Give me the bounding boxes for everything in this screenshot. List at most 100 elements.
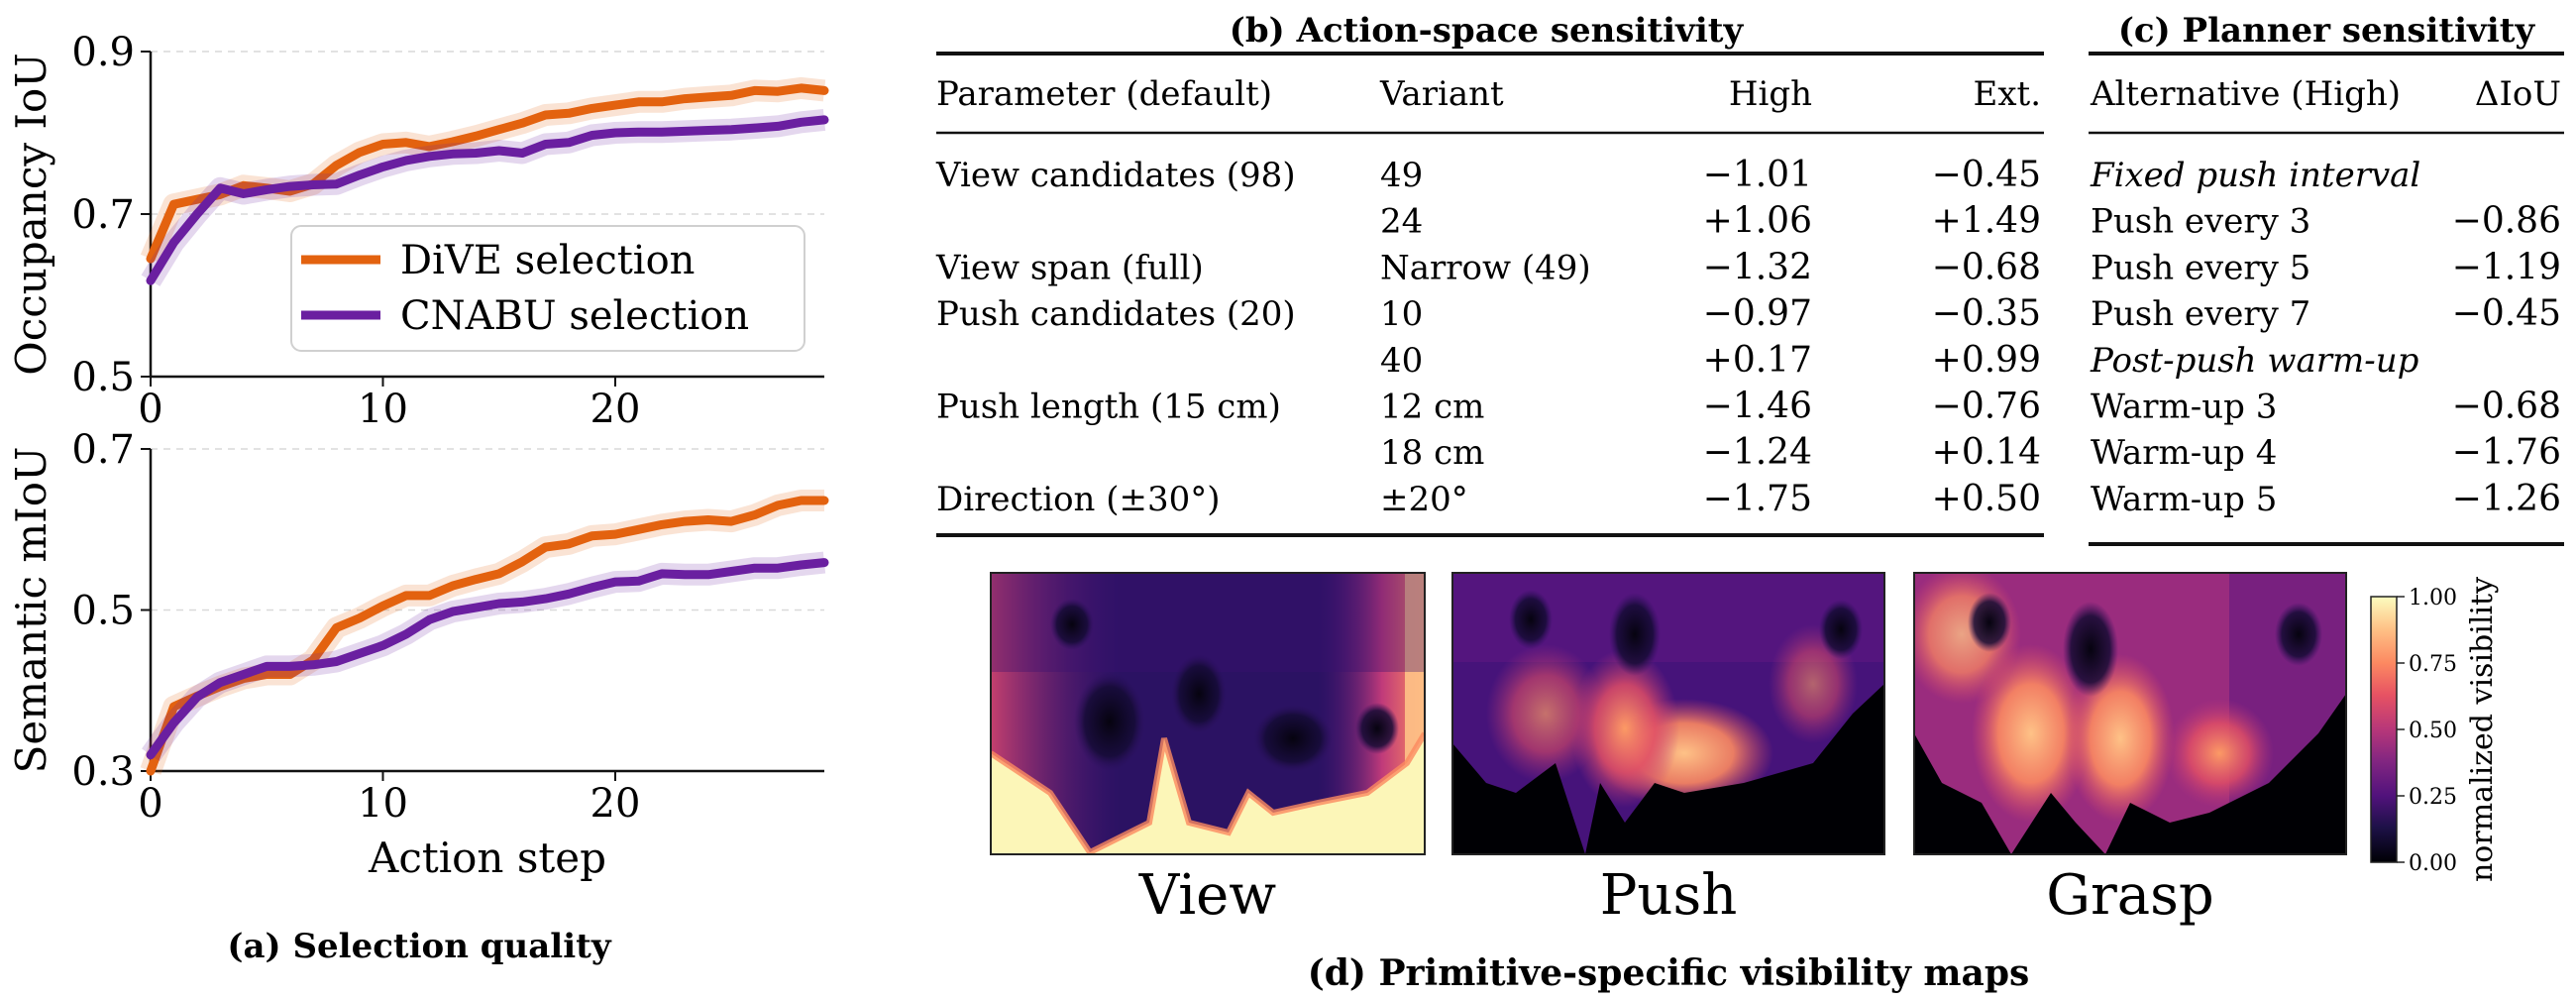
colorbar-tick-label: 1.00 [2409, 586, 2457, 611]
series-line-cnabu [146, 558, 829, 760]
occupancy-iou-plot: 0.5 0.7 0.9 0 10 20 Occupancy IoU [7, 30, 829, 432]
semantic-miou-plot: 0.3 0.5 0.7 0 10 20 Semantic mIoU [7, 427, 829, 827]
table-b-cell-parameter: Push candidates (20) [936, 294, 1296, 334]
visibility-map-view [991, 573, 1425, 854]
table-b-row: Direction (±30°) ±20° −1.75 +0.50 [936, 479, 2041, 519]
table-c-cell-alternative: Post-push warm-up [2090, 341, 2418, 381]
table-c-cell-alternative: Push every 7 [2091, 294, 2310, 334]
legend-box [290, 225, 805, 352]
y-tick-label: 0.5 [71, 589, 135, 634]
visibility-map-view-frame [990, 572, 1426, 855]
table-b-cell-high: −1.01 [1703, 155, 1812, 195]
x-tick-label: 10 [358, 387, 408, 432]
table-c-header-alternative: Alternative (High) [2090, 74, 2401, 114]
x-tick-label: 10 [358, 781, 408, 827]
table-b-cell-high: −1.32 [1703, 247, 1812, 287]
table-b-cell-ext: +1.49 [1932, 201, 2041, 242]
table-c-cell-delta-iou: −1.76 [2452, 432, 2561, 473]
visibility-map-grasp-frame [1913, 572, 2347, 855]
legend-label-cnabu: CNABU selection [400, 293, 749, 339]
table-b-cell-variant: 10 [1380, 294, 1423, 334]
table-c-cell-delta-iou: −0.45 [2452, 293, 2561, 334]
table-b-cell-high: −1.46 [1703, 387, 1812, 427]
x-tick-label: 0 [138, 387, 162, 432]
table-b-header-ext: Ext. [1974, 74, 2041, 114]
panel-c-title: (c) Planner sensitivity [2118, 11, 2536, 51]
x-tick-label: 20 [590, 387, 641, 432]
table-c-row: Warm-up 5 −1.26 [2091, 479, 2561, 519]
table-b-cell-parameter: View candidates (98) [935, 156, 1296, 195]
table-b-cell-ext: −0.68 [1932, 247, 2041, 287]
x-tick-label: 20 [590, 781, 641, 827]
y-axis-label: Occupancy IoU [7, 53, 55, 375]
table-b-cell-high: −1.24 [1703, 432, 1812, 473]
table-b-row: Push length (15 cm) 12 cm −1.46 −0.76 [936, 387, 2041, 427]
x-tick-label: 0 [138, 781, 162, 827]
table-c-cell-delta-iou: −0.68 [2452, 387, 2561, 427]
table-c-cell-alternative: Warm-up 3 [2091, 388, 2277, 427]
table-b-cell-variant: 24 [1380, 202, 1423, 242]
table-b-row: 40 +0.17 +0.99 [1380, 340, 2041, 381]
table-b-cell-variant: 49 [1380, 156, 1423, 195]
table-b-cell-ext: −0.76 [1932, 387, 2041, 427]
table-c-row: Push every 3 −0.86 [2091, 201, 2561, 242]
colorbar: 1.00 0.75 0.50 0.25 0.00 normalized visibili… [2370, 577, 2500, 882]
table-b-cell-high: −0.97 [1703, 293, 1812, 334]
table-c-row: Push every 7 −0.45 [2091, 293, 2561, 334]
table-b-cell-ext: +0.14 [1932, 432, 2041, 473]
table-c-header-delta-iou: ΔIoU [2475, 74, 2561, 114]
table-b-cell-variant: 40 [1380, 341, 1423, 381]
table-c-cell-alternative: Warm-up 5 [2091, 480, 2277, 519]
map-label-push: Push [1600, 863, 1738, 928]
series-line-cnabu [146, 115, 829, 285]
legend-label-dive: DiVE selection [400, 238, 695, 283]
table-b-row: 18 cm −1.24 +0.14 [1380, 432, 2041, 473]
table-c-row: Warm-up 4 −1.76 [2091, 432, 2561, 473]
table-b-cell-ext: +0.99 [1932, 340, 2041, 381]
y-tick-label: 0.7 [71, 427, 135, 473]
colorbar-tick-label: 0.75 [2409, 652, 2457, 677]
table-b-header-variant: Variant [1379, 74, 1504, 114]
table-c-cell-delta-iou: −0.86 [2452, 201, 2561, 242]
series-line-dive [146, 496, 829, 776]
series-band-dive [140, 490, 824, 775]
map-label-grasp: Grasp [2046, 863, 2213, 928]
visibility-map-grasp [1914, 573, 2346, 854]
colorbar-gradient [2370, 596, 2398, 863]
x-axis-label: Action step [368, 833, 606, 882]
series-band-cnabu [142, 551, 826, 762]
table-c-rows: Fixed push interval Push every 3 −0.86 Push… [2090, 156, 2561, 519]
table-c-row: Push every 5 −1.19 [2091, 247, 2561, 287]
table-b-cell-ext: +0.50 [1932, 479, 2041, 519]
table-b-row: View candidates (98) 49 −1.01 −0.45 [935, 155, 2041, 195]
y-tick-label: 0.5 [71, 355, 135, 400]
table-b-header-high: High [1729, 74, 1812, 114]
table-b-row: Push candidates (20) 10 −0.97 −0.35 [936, 293, 2041, 334]
table-b-cell-parameter: Push length (15 cm) [936, 388, 1281, 427]
colorbar-label: normalized visibility [2465, 577, 2500, 882]
colorbar-tick-label: 0.50 [2409, 719, 2457, 743]
panel-b-title: (b) Action-space sensitivity [1230, 11, 1745, 51]
table-c-group-heading: Fixed push interval [2090, 156, 2420, 195]
table-b-cell-high: −1.75 [1703, 479, 1812, 519]
table-c-cell-delta-iou: −1.19 [2452, 247, 2561, 287]
table-b-cell-ext: −0.45 [1932, 155, 2041, 195]
y-tick-label: 0.9 [71, 30, 135, 75]
colorbar-ticks: 1.00 0.75 0.50 0.25 0.00 [2397, 586, 2457, 876]
table-b-cell-variant: ±20° [1380, 480, 1468, 519]
table-b-rows: View candidates (98) 49 −1.01 −0.45 24 +1.06 +… [935, 155, 2041, 519]
table-b-cell-variant: 18 cm [1380, 433, 1484, 473]
y-axis-label: Semantic mIoU [7, 447, 55, 774]
table-b-cell-high: +1.06 [1703, 201, 1812, 242]
visibility-map-push-frame [1451, 572, 1885, 855]
panel-d-visibility-maps: View Push [990, 572, 2500, 994]
table-c-row: Warm-up 3 −0.68 [2091, 387, 2561, 427]
y-tick-label: 0.3 [71, 749, 135, 795]
colorbar-tick-label: 0.25 [2409, 785, 2457, 810]
table-c-cell-alternative: Push every 5 [2091, 248, 2310, 287]
table-b-row: View span (full) Narrow (49) −1.32 −0.68 [935, 247, 2041, 287]
y-tick-label: 0.7 [71, 192, 135, 238]
panel-a-caption: (a) Selection quality [227, 927, 611, 966]
